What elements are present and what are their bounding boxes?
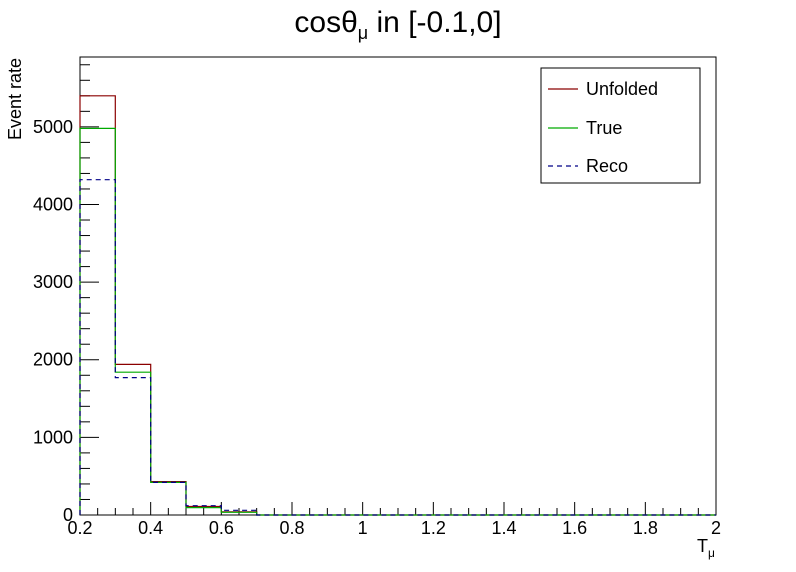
x-tick-label: 1	[358, 518, 368, 538]
y-tick-label: 4000	[33, 194, 73, 214]
legend-label-reco: Reco	[586, 156, 628, 176]
y-tick-label: 0	[63, 505, 73, 525]
x-tick-label: 0.2	[67, 518, 92, 538]
title-main: cos	[294, 6, 341, 39]
x-tick-label: 1.6	[562, 518, 587, 538]
histogram-reco	[79, 179, 716, 516]
y-axis: 0 1000 2000 3000 4000 5000	[33, 64, 99, 525]
x-axis-label: Tμ	[697, 536, 715, 560]
x-tick-label: 1.4	[491, 518, 516, 538]
y-axis-label: Event rate	[5, 58, 25, 140]
legend-label-unfolded: Unfolded	[586, 79, 658, 99]
histogram-true	[79, 127, 716, 516]
legend-label-true: True	[586, 118, 622, 138]
legend-box	[540, 67, 701, 184]
series-layer	[79, 95, 716, 516]
x-tick-label: 0.6	[209, 518, 234, 538]
legend: Unfolded True Reco	[540, 67, 701, 184]
chart-title: cosθμ in [-0.1,0]	[294, 6, 501, 43]
title-sub: μ	[358, 23, 368, 43]
x-tick-label: 2	[711, 518, 721, 538]
x-tick-label: 0.8	[279, 518, 304, 538]
x-tick-label: 0.4	[138, 518, 163, 538]
x-axis-label-main: T	[697, 536, 708, 556]
y-tick-label: 5000	[33, 117, 73, 137]
title-rest: in [-0.1,0]	[368, 6, 501, 39]
title-theta: θ	[341, 6, 358, 39]
y-tick-label: 1000	[33, 427, 73, 447]
y-tick-label: 2000	[33, 350, 73, 370]
y-tick-label: 3000	[33, 272, 73, 292]
x-tick-label: 1.8	[633, 518, 658, 538]
x-tick-label: 1.2	[421, 518, 446, 538]
x-axis-label-sub: μ	[708, 546, 715, 560]
x-axis: 0.2 0.4 0.6 0.8 1 1.2 1.4 1.6 1.8 2	[67, 502, 721, 538]
